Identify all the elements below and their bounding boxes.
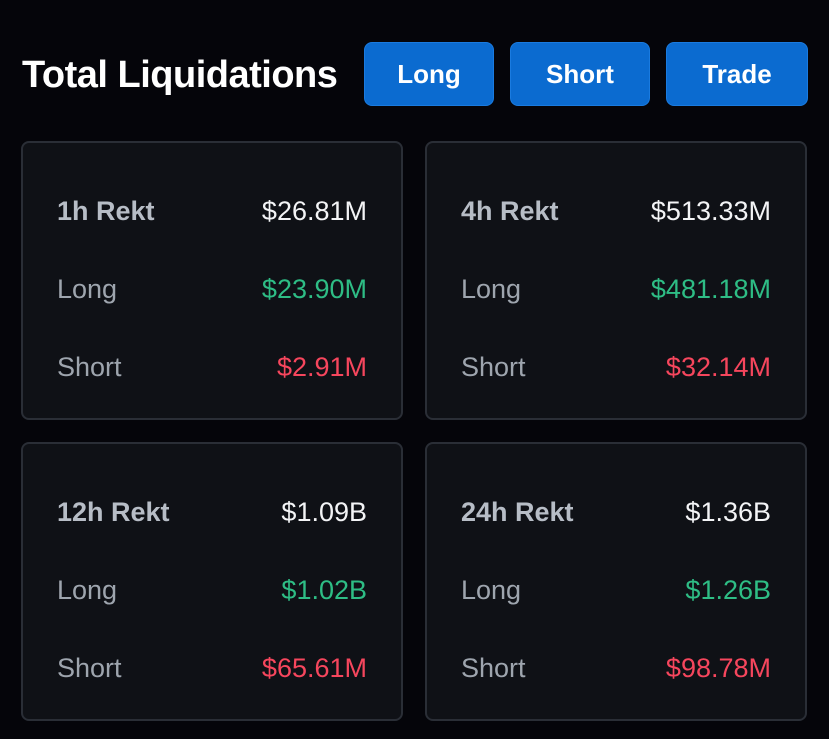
long-row: Long $1.02B (57, 570, 367, 610)
short-row: Short $98.78M (461, 648, 771, 688)
period-label: 24h Rekt (461, 496, 574, 527)
short-value: $98.78M (665, 652, 771, 683)
short-row: Short $32.14M (461, 347, 771, 387)
long-row: Long $23.90M (57, 269, 367, 309)
short-row: Short $65.61M (57, 648, 367, 688)
long-label: Long (461, 574, 522, 605)
liquidation-card-4h: 4h Rekt $513.33M Long $481.18M Short $32… (425, 141, 807, 420)
short-label: Short (461, 652, 526, 683)
page-title: Total Liquidations (22, 54, 338, 96)
short-label: Short (57, 351, 122, 382)
long-label: Long (57, 273, 118, 304)
long-value: $1.02B (281, 574, 367, 605)
liquidation-card-24h: 24h Rekt $1.36B Long $1.26B Short $98.78… (425, 442, 807, 721)
total-row: 24h Rekt $1.36B (461, 492, 771, 532)
short-value: $32.14M (665, 351, 771, 382)
liquidation-card-1h: 1h Rekt $26.81M Long $23.90M Short $2.91… (21, 141, 403, 420)
liquidation-card-12h: 12h Rekt $1.09B Long $1.02B Short $65.61… (21, 442, 403, 721)
total-value: $1.36B (685, 496, 771, 527)
short-button[interactable]: Short (510, 42, 650, 106)
long-label: Long (57, 574, 118, 605)
long-value: $23.90M (261, 273, 367, 304)
total-row: 1h Rekt $26.81M (57, 191, 367, 231)
total-row: 4h Rekt $513.33M (461, 191, 771, 231)
short-label: Short (57, 652, 122, 683)
long-label: Long (461, 273, 522, 304)
header: Total Liquidations Long Short Trade (0, 0, 829, 130)
long-row: Long $1.26B (461, 570, 771, 610)
trade-button[interactable]: Trade (666, 42, 808, 106)
short-row: Short $2.91M (57, 347, 367, 387)
long-value: $1.26B (685, 574, 771, 605)
short-value: $65.61M (261, 652, 367, 683)
period-label: 1h Rekt (57, 195, 155, 226)
total-value: $1.09B (281, 496, 367, 527)
total-value: $26.81M (261, 195, 367, 226)
total-value: $513.33M (650, 195, 771, 226)
total-row: 12h Rekt $1.09B (57, 492, 367, 532)
long-value: $481.18M (650, 273, 771, 304)
period-label: 12h Rekt (57, 496, 170, 527)
period-label: 4h Rekt (461, 195, 559, 226)
long-row: Long $481.18M (461, 269, 771, 309)
long-button[interactable]: Long (364, 42, 494, 106)
short-label: Short (461, 351, 526, 382)
short-value: $2.91M (276, 351, 367, 382)
